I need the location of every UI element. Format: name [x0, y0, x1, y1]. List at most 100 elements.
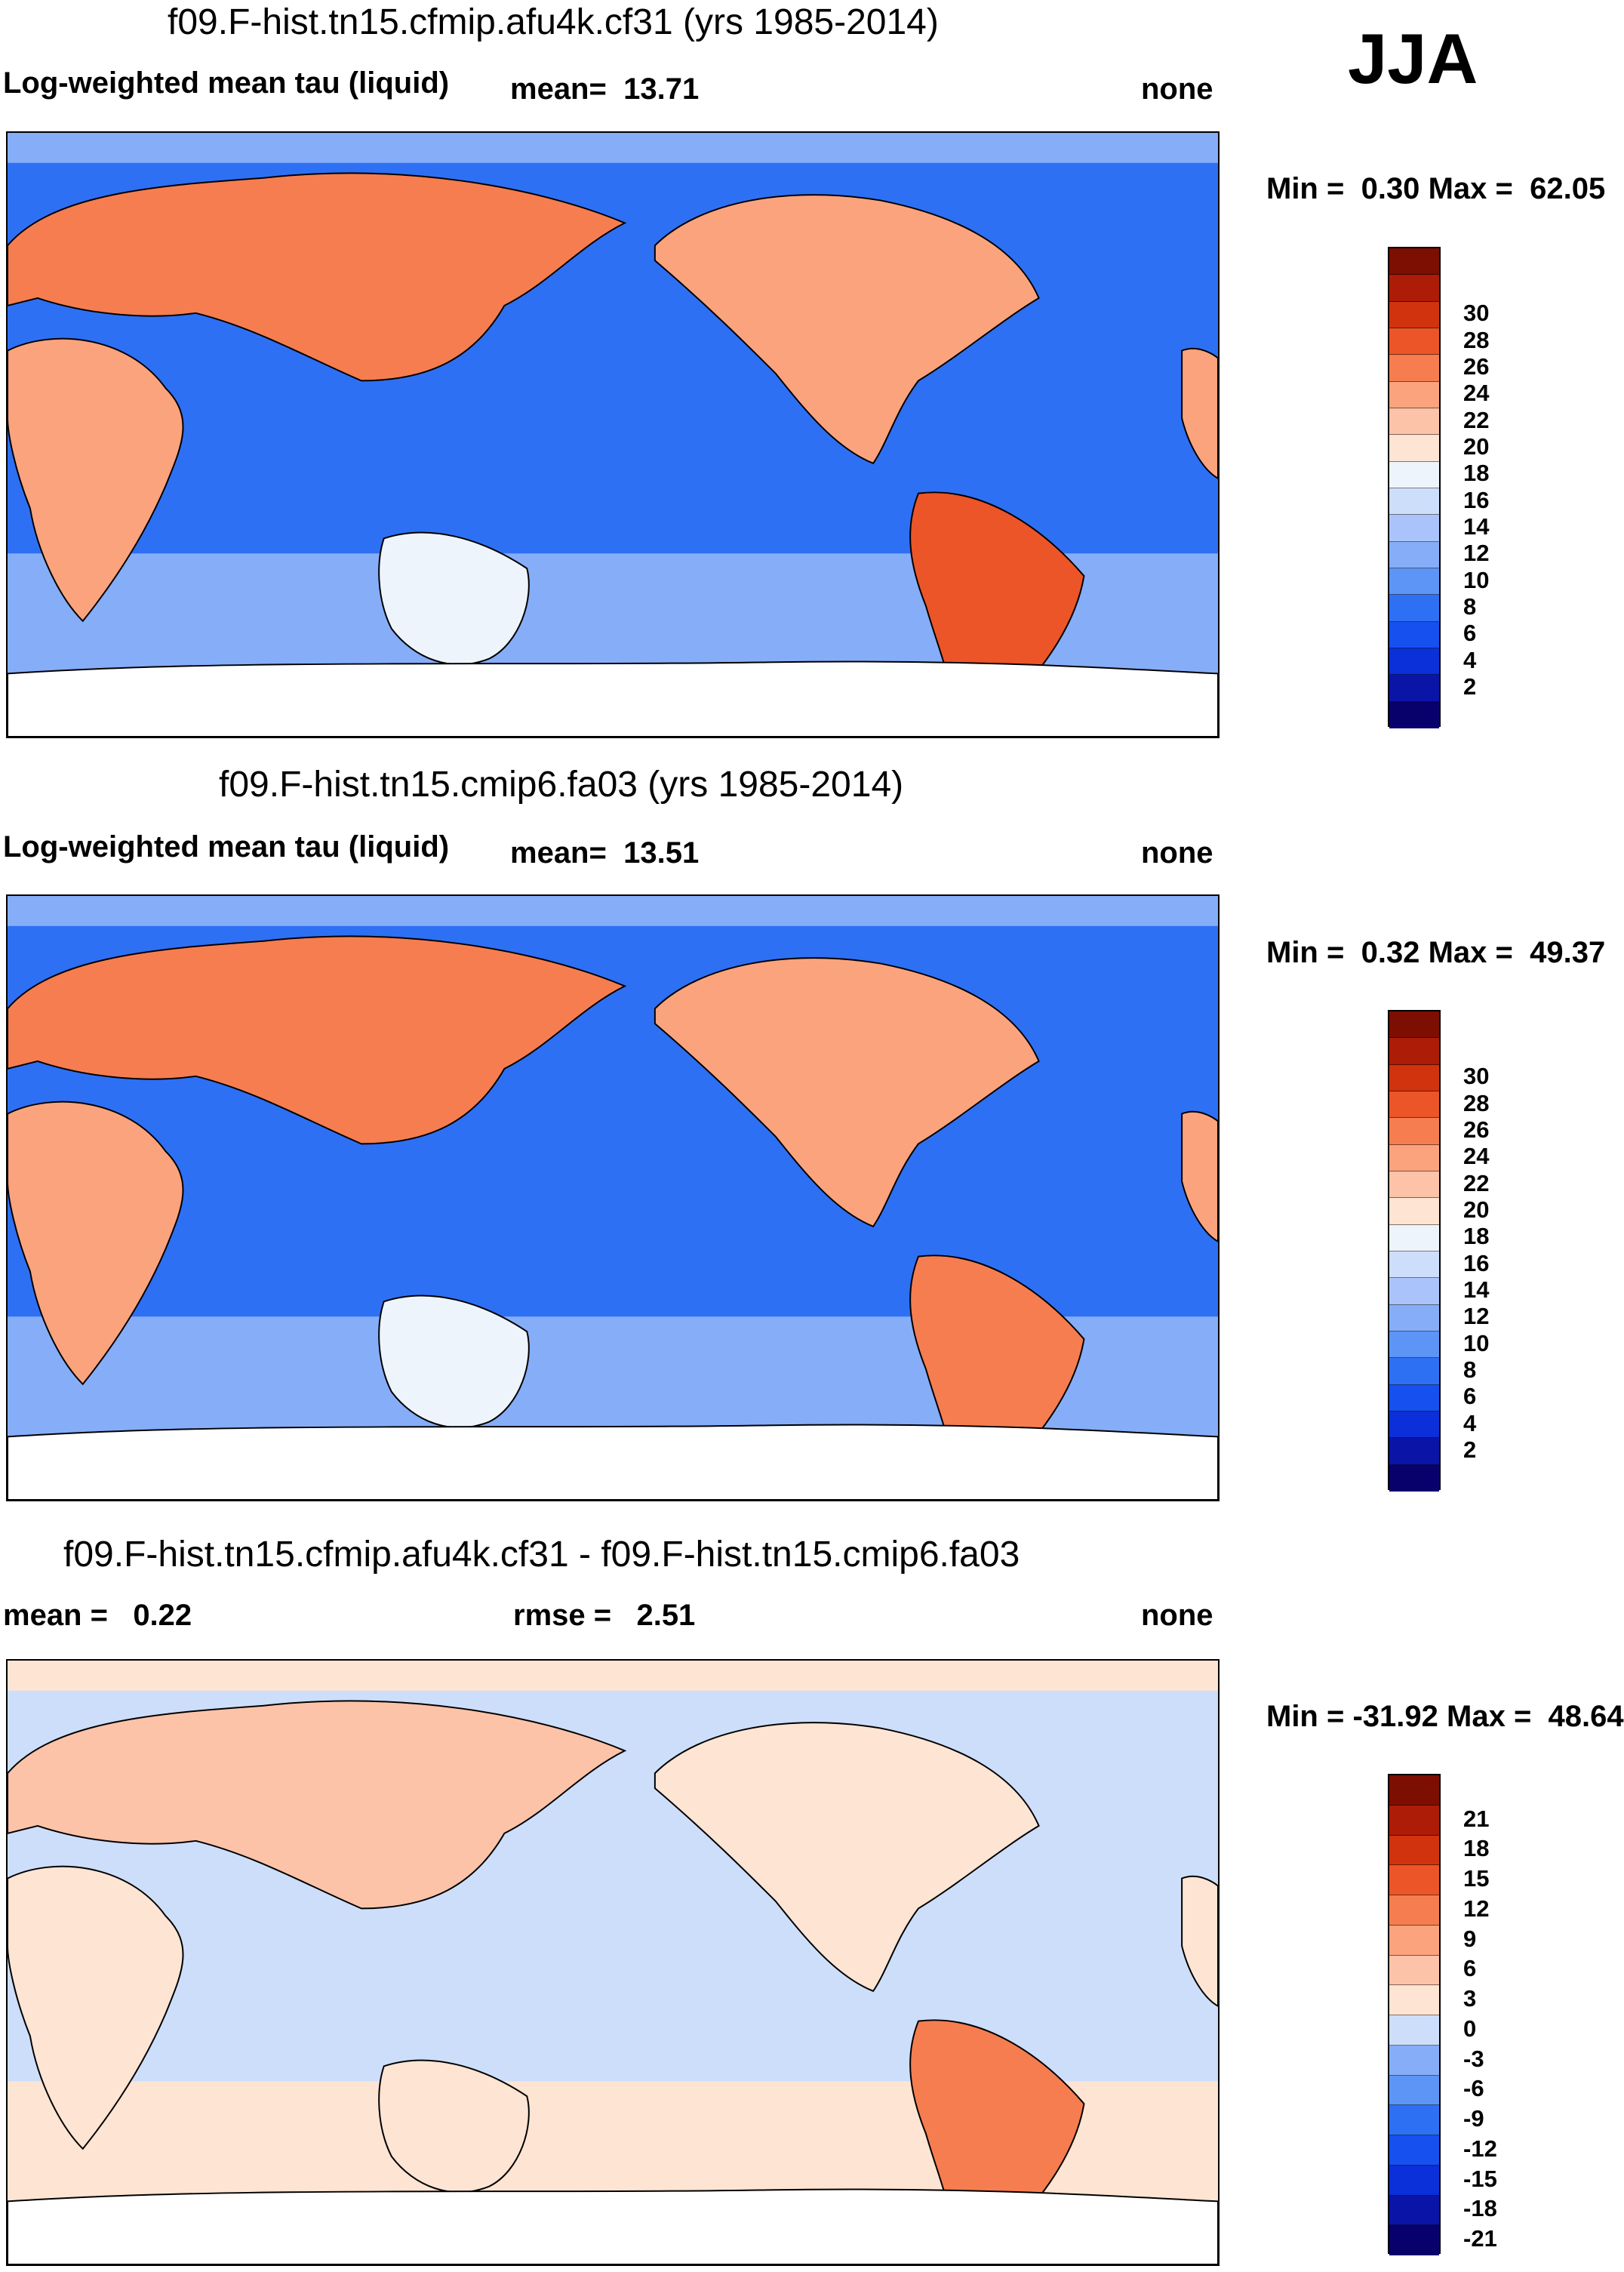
panel-3-mean-label: mean =: [3, 1599, 108, 1632]
panel-3-colorbar-box-7: [1389, 1985, 1439, 2015]
panel-3-map-svg: [8, 1661, 1218, 2264]
panel-1-colorbar-box-2: [1389, 301, 1439, 328]
panel-2-colorbar-box-15: [1389, 1411, 1439, 1439]
panel-2-colorbar-tick: 26: [1463, 1116, 1490, 1143]
panel-1-colorbar-box: [1388, 247, 1441, 728]
panel-2-minmax: Min = 0.32 Max = 49.37: [1266, 936, 1605, 970]
panel-2-colorbar-tick: 8: [1463, 1356, 1477, 1383]
panel-2-mean: mean= 13.51: [510, 836, 699, 870]
panel-1-colorbar-box-6: [1389, 408, 1439, 436]
panel-3-max-label: Max =: [1447, 1700, 1532, 1733]
panel-2-colorbar-tick: 12: [1463, 1303, 1490, 1330]
panel-2-colorbar-box-14: [1389, 1384, 1439, 1412]
panel-2-max-label: Max =: [1428, 936, 1513, 969]
panel-2-map-svg: [8, 896, 1218, 1500]
panel-2-mean-label: mean=: [510, 836, 607, 870]
panel-3-rmse-label: rmse =: [513, 1599, 612, 1632]
panel-1-colorbar-box-7: [1389, 435, 1439, 462]
panel-1-region-africa-east: [1181, 347, 1218, 479]
panel-1-colorbar-box-9: [1389, 488, 1439, 516]
panel-2-colorbar-tick: 4: [1463, 1409, 1477, 1436]
panel-2-colorbar-tick: 14: [1463, 1276, 1490, 1303]
panel-1-region-eurasia: [8, 172, 627, 382]
panel-2-colorbar-box-7: [1389, 1198, 1439, 1225]
panel-1-colorbar-box-0: [1389, 248, 1439, 276]
panel-3-colorbar-tick: 9: [1463, 1925, 1477, 1952]
panel-3-colorbar-box: [1388, 1774, 1441, 2255]
panel-3-colorbar-tick: -15: [1463, 2165, 1497, 2192]
panel-1-colorbar-box-14: [1389, 621, 1439, 648]
panel-1-max-label: Max =: [1428, 172, 1513, 205]
panel-2-region-north-america: [654, 957, 1040, 1228]
panel-3-region-north-america: [654, 1722, 1040, 1993]
panel-3-mean-value: 0.22: [133, 1599, 192, 1632]
panel-1-colorbar-box-3: [1389, 328, 1439, 356]
panel-1-colorbar: 30 28 26 24 22 20 18 16 14 12 10 8 6 4 2: [1388, 247, 1489, 728]
panel-2-colorbar-tick: 18: [1463, 1223, 1490, 1250]
panel-2-mean-value: 13.51: [623, 836, 700, 870]
panel-3-rmse: rmse = 2.51: [513, 1599, 695, 1633]
panel-1-colorbar-tick: 8: [1463, 593, 1477, 620]
panel-3-colorbar-tick: 0: [1463, 2015, 1477, 2042]
panel-2-region-africa: [8, 1101, 184, 1386]
panel-1-colorbar-tick: 16: [1463, 486, 1490, 513]
panel-3-rmse-value: 2.51: [636, 1599, 696, 1632]
panel-3-map: [6, 1659, 1220, 2266]
panel-2-colorbar-box-5: [1389, 1144, 1439, 1171]
panel-1-region-australia: [378, 531, 530, 666]
panel-2-min-value: 0.32: [1361, 936, 1420, 969]
panel-3-colorbar-box-13: [1389, 2165, 1439, 2196]
panel-1-colorbar-tick: 22: [1463, 406, 1490, 433]
panel-2-colorbar-tick: 24: [1463, 1143, 1490, 1170]
panel-3-minmax: Min = -31.92 Max = 48.64: [1266, 1700, 1624, 1734]
panel-3-units: none: [1141, 1599, 1213, 1632]
panel-3-colorbar-tick: -18: [1463, 2195, 1497, 2222]
panel-3-region-antarctica: [8, 2188, 1218, 2264]
panel-2-min-label: Min =: [1266, 936, 1345, 969]
panel-1-variable: Log-weighted mean tau (liquid): [3, 66, 450, 100]
panel-1-arctic: [8, 133, 1218, 163]
panel-1-colorbar-tick: 2: [1463, 673, 1477, 700]
panel-2-region-australia: [378, 1295, 530, 1429]
panel-2-units: none: [1141, 836, 1213, 870]
panel-1-title: f09.F-hist.tn15.cfmip.afu4k.cf31 (yrs 19…: [168, 2, 939, 42]
season-label: JJA: [1348, 19, 1478, 98]
panel-3-colorbar-tick: 6: [1463, 1955, 1477, 1982]
panel-3-colorbar: 21 18 15 12 9 6 3 0 -3 -6 -9 -12 -15 -18 -21: [1388, 1774, 1497, 2255]
panel-1-region-africa: [8, 337, 184, 623]
panel-3-max-value: 48.64: [1548, 1700, 1624, 1733]
panel-1-colorbar-tick: 6: [1463, 620, 1477, 647]
panel-2-colorbar-box-2: [1389, 1064, 1439, 1091]
panel-1-colorbar-box-13: [1389, 595, 1439, 622]
panel-1-colorbar-box-1: [1389, 275, 1439, 302]
panel-1-map: [6, 131, 1220, 738]
panel-3-colorbar-box-6: [1389, 1955, 1439, 1986]
panel-3-min-label: Min =: [1266, 1700, 1345, 1733]
panel-2-colorbar-box-0: [1389, 1011, 1439, 1039]
panel-2-colorbar-tick: 28: [1463, 1089, 1490, 1116]
panel-1-colorbar-tick: 10: [1463, 566, 1490, 593]
panel-3-colorbar-box-9: [1389, 2045, 1439, 2076]
panel-2-colorbar-box-9: [1389, 1251, 1439, 1279]
panel-3-arctic: [8, 1661, 1218, 1691]
panel-2-colorbar-tick: 20: [1463, 1196, 1490, 1223]
panel-2-region-antarctica: [8, 1424, 1218, 1500]
panel-2-colorbar: 30 28 26 24 22 20 18 16 14 12 10 8 6 4 2: [1388, 1010, 1489, 1492]
panel-2-region-africa-east: [1181, 1110, 1218, 1242]
panel-2-colorbar-box-12: [1389, 1331, 1439, 1359]
panel-1-colorbar-box-11: [1389, 541, 1439, 568]
panel-2-colorbar-tick: 10: [1463, 1329, 1490, 1356]
panel-1-colorbar-tick: 18: [1463, 460, 1490, 487]
panel-1-colorbar-box-15: [1389, 648, 1439, 676]
panel-3-colorbar-box-14: [1389, 2195, 1439, 2226]
panel-1-colorbar-tick: 14: [1463, 513, 1490, 540]
panel-2-colorbar-box-11: [1389, 1304, 1439, 1331]
panel-3-min-value: -31.92: [1352, 1700, 1438, 1733]
panel-2-title: f09.F-hist.tn15.cmip6.fa03 (yrs 1985-201…: [219, 765, 904, 805]
panel-2-region-eurasia: [8, 935, 627, 1145]
panel-3-colorbar-tick: -9: [1463, 2105, 1484, 2132]
panel-1-mean-value: 13.71: [623, 72, 700, 106]
panel-2-colorbar-box-4: [1389, 1118, 1439, 1145]
panel-2-colorbar-box-13: [1389, 1358, 1439, 1385]
panel-3-title: f09.F-hist.tn15.cfmip.afu4k.cf31 - f09.F…: [63, 1535, 1020, 1575]
